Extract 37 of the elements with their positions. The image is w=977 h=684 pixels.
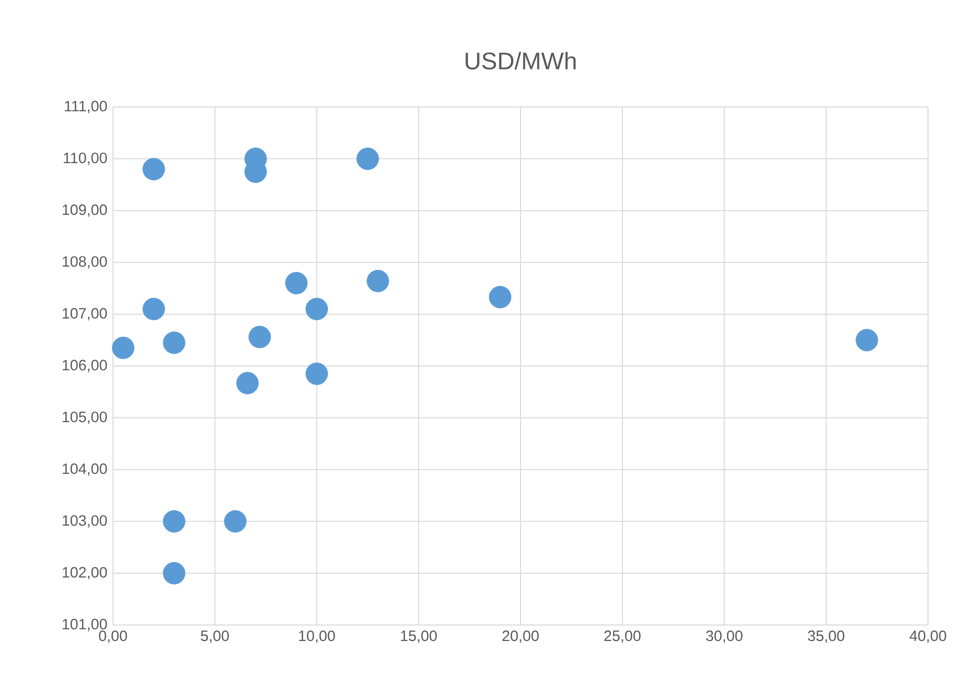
y-tick-label: 102,00	[62, 567, 107, 580]
y-tick-label: 105,00	[62, 412, 107, 424]
point	[142, 298, 165, 320]
y-tick-label: 103,00	[62, 515, 107, 528]
point	[306, 362, 328, 385]
point	[306, 298, 328, 320]
x-tick-label: 40,00	[910, 630, 946, 643]
y-tick-label: 109,00	[62, 204, 107, 217]
y-tick-label: 106,00	[62, 360, 107, 372]
y-tick-label: 107,00	[62, 308, 107, 320]
point	[162, 510, 186, 533]
y-tick-label: 111,00	[64, 100, 107, 114]
point	[285, 272, 308, 294]
y-tick-label: 104,00	[62, 463, 107, 476]
x-tick-label: 0,00	[99, 630, 128, 643]
point	[142, 158, 165, 180]
point	[162, 331, 186, 354]
point	[224, 510, 246, 533]
y-tick-label: 101,00	[62, 618, 107, 632]
y-tick-label: 108,00	[62, 256, 107, 269]
point	[112, 336, 134, 360]
point	[488, 286, 512, 308]
point	[236, 372, 259, 394]
point	[366, 270, 390, 292]
y-tick-label: 110,00	[64, 152, 107, 165]
x-tick-label: 20,00	[502, 630, 539, 643]
point	[162, 562, 186, 584]
point	[856, 328, 878, 352]
x-tick-label: 10,00	[299, 630, 335, 643]
x-tick-label: 15,00	[401, 630, 437, 643]
point	[356, 148, 379, 170]
x-tick-label: 25,00	[604, 630, 641, 643]
x-tick-label: 30,00	[706, 630, 742, 643]
chart-title: USD/MWh	[466, 52, 576, 70]
point	[248, 326, 271, 348]
x-tick-label: 35,00	[808, 630, 844, 643]
x-tick-label: 5,00	[200, 630, 229, 643]
